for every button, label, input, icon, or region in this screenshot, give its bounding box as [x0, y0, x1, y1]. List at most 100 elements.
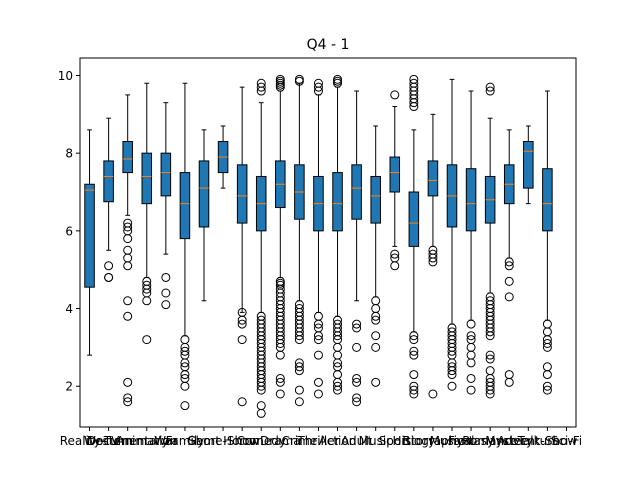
- x-tick-label: Biography: [402, 434, 463, 448]
- box: [179, 172, 191, 240]
- y-tick-label: 4: [65, 302, 73, 316]
- x-tick-label: Animation: [116, 434, 177, 448]
- outlier-point: [294, 76, 304, 86]
- outlier-point: [542, 381, 552, 391]
- box: [122, 141, 133, 174]
- outlier-point: [371, 315, 381, 325]
- outlier-point: [485, 82, 495, 92]
- chart-title: Q4 - 1: [307, 37, 350, 53]
- outlier-point: [237, 315, 247, 325]
- outlier-point: [180, 381, 190, 391]
- outlier-point: [294, 362, 304, 372]
- outlier-point: [104, 272, 114, 282]
- outlier-point: [409, 370, 419, 380]
- outlier-point: [504, 276, 514, 286]
- outlier-point: [123, 222, 133, 232]
- outlier-point: [275, 350, 285, 360]
- y-tick-label: 10: [58, 69, 73, 83]
- outlier-point: [504, 377, 514, 387]
- outlier-point: [466, 358, 476, 368]
- outlier-point: [352, 373, 362, 383]
- x-tick-label: Musical: [430, 434, 475, 448]
- outlier-point: [123, 296, 133, 306]
- x-tick-label: Reality-TV: [60, 434, 120, 448]
- outlier-point: [542, 342, 552, 352]
- outlier-point: [275, 377, 285, 387]
- box: [389, 156, 401, 193]
- outlier-point: [294, 331, 304, 341]
- outlier-point: [142, 284, 152, 294]
- outlier-point: [485, 389, 495, 399]
- outlier-point: [256, 408, 266, 418]
- outlier-point: [142, 335, 152, 345]
- outlier-point: [237, 319, 247, 329]
- outlier-point: [256, 381, 266, 391]
- outlier-point: [390, 249, 400, 259]
- outlier-point: [371, 311, 381, 321]
- outlier-point: [313, 82, 323, 92]
- x-tick-label: Family: [166, 434, 205, 448]
- x-tick-label: Western: [84, 434, 133, 448]
- outlier-point: [161, 288, 171, 298]
- x-tick-label: Sport: [379, 434, 412, 448]
- y-tick-label: 2: [65, 380, 73, 394]
- box: [160, 152, 172, 197]
- x-tick-label: Adult: [341, 434, 373, 448]
- outlier-point: [142, 296, 152, 306]
- box: [408, 191, 420, 247]
- outlier-point: [542, 385, 552, 395]
- outlier-point: [447, 346, 457, 356]
- box: [465, 168, 477, 232]
- outlier-point: [428, 389, 438, 399]
- outlier-point: [256, 385, 266, 395]
- outlier-point: [123, 311, 133, 321]
- x-tick-label: Action: [319, 434, 357, 448]
- axes-frame: [79, 57, 577, 428]
- outlier-point: [504, 292, 514, 302]
- outlier-point: [256, 82, 266, 92]
- outlier-point: [313, 86, 323, 96]
- outlier-point: [237, 335, 247, 345]
- box: [351, 164, 362, 220]
- outlier-point: [294, 397, 304, 407]
- plot-area: 2 4 6 8 10 Reality-TVWesternDocumentaryAnimat…: [58, 69, 582, 448]
- box: [370, 175, 381, 224]
- box: [84, 183, 95, 288]
- outlier-point: [390, 261, 400, 271]
- x-tick-label: Short: [188, 434, 220, 448]
- outlier-point: [123, 234, 133, 244]
- outlier-point: [485, 350, 495, 360]
- outlier-point: [352, 319, 362, 329]
- outlier-point: [504, 257, 514, 267]
- outlier-point: [275, 389, 285, 399]
- outlier-point: [180, 346, 190, 356]
- outlier-point: [485, 354, 495, 364]
- outlier-point: [123, 377, 133, 387]
- outlier-point: [123, 397, 133, 407]
- outlier-point: [409, 385, 419, 395]
- box: [523, 141, 534, 189]
- outlier-point: [371, 342, 381, 352]
- outlier-point: [123, 261, 133, 271]
- outlier-point: [180, 370, 190, 380]
- outlier-point: [333, 381, 343, 391]
- x-tick-label: Sci-Fi: [551, 434, 582, 448]
- outlier-point: [409, 102, 419, 112]
- outlier-point: [313, 377, 323, 387]
- box: [332, 172, 343, 232]
- outlier-point: [371, 377, 381, 387]
- outlier-point: [294, 335, 304, 345]
- outlier-point: [504, 261, 514, 271]
- outlier-point: [409, 389, 419, 399]
- outlier-point: [352, 397, 362, 407]
- outlier-point: [352, 393, 362, 403]
- outlier-point: [466, 319, 476, 329]
- x-tick-label: Game-Show: [187, 434, 260, 448]
- x-tick-label: War: [154, 434, 177, 448]
- outlier-point: [313, 335, 323, 345]
- outlier-point: [542, 338, 552, 348]
- outlier-point: [485, 385, 495, 395]
- outlier-point: [333, 78, 343, 88]
